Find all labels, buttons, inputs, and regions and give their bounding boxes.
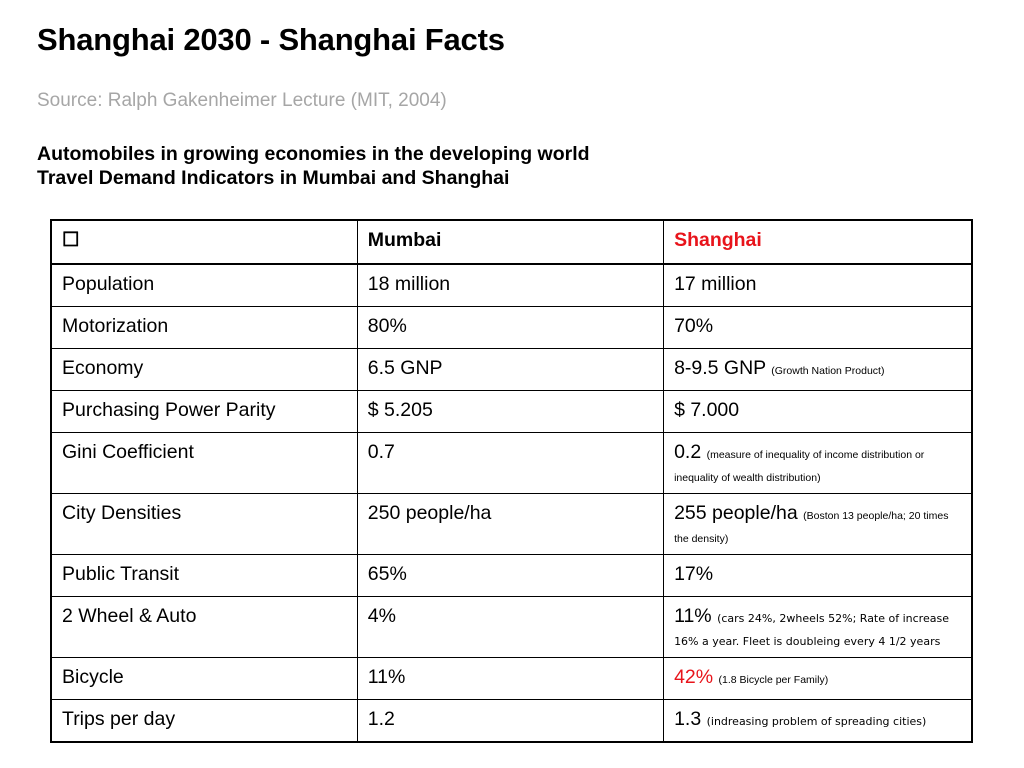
shanghai-value: 70% [663,306,973,349]
row-label: Motorization [50,306,358,349]
row-label: Gini Coefficient [50,432,358,494]
shanghai-main: 255 people/ha [674,502,798,524]
shanghai-note: (Boston 13 people/ha; 20 times the densi… [674,510,949,545]
shanghai-value: 11% (cars 24%, 2wheels 52%; Rate of incr… [663,596,973,658]
table-row: City Densities 250 people/ha 255 people/… [50,493,973,555]
subheading-line-2: Travel Demand Indicators in Mumbai and S… [37,167,510,189]
mumbai-value: 11% [356,657,665,700]
shanghai-main: 1.3 [674,708,702,730]
table-row: Population 18 million 17 million [50,263,973,307]
row-label: Purchasing Power Parity [50,390,358,433]
shanghai-note: (indreasing problem of spreading cities) [706,715,927,728]
shanghai-value: 42% (1.8 Bicycle per Family) [663,657,973,700]
header-mumbai: Mumbai [356,219,665,265]
shanghai-note: (Growth Nation Product) [771,365,885,377]
mumbai-value: 0.7 [356,432,665,494]
table-row: Bicycle 11% 42% (1.8 Bicycle per Family) [50,657,973,700]
shanghai-value: 17 million [663,263,973,307]
table-row: Gini Coefficient 0.7 0.2 (measure of ine… [50,432,973,494]
table-row: Motorization 80% 70% [50,306,973,349]
mumbai-value: 6.5 GNP [356,348,665,391]
mumbai-value: 65% [356,554,665,597]
shanghai-value: 0.2 (measure of inequality of income dis… [663,432,973,494]
mumbai-value: 80% [356,306,665,349]
mumbai-value: $ 5.205 [356,390,665,433]
shanghai-main: 8-9.5 GNP [674,357,766,379]
table-header-row: ☐ Mumbai Shanghai [50,219,973,265]
shanghai-value: 1.3 (indreasing problem of spreading cit… [663,699,973,743]
shanghai-main: 0.2 [674,441,702,463]
shanghai-main: 42% [674,666,714,688]
shanghai-note: (measure of inequality of income distrib… [674,449,925,484]
row-label: Bicycle [50,657,358,700]
mumbai-value: 250 people/ha [356,493,665,555]
subheading: Automobiles in growing economies in the … [37,142,590,190]
indicators-table: ☐ Mumbai Shanghai Population 18 million … [50,219,973,743]
row-label: Trips per day [50,699,358,743]
shanghai-main: 17% [674,563,714,585]
shanghai-main: 11% [674,605,712,627]
subheading-line-1: Automobiles in growing economies in the … [37,143,590,165]
shanghai-note: (cars 24%, 2wheels 52%; Rate of increase… [674,612,949,648]
table-row: Public Transit 65% 17% [50,554,973,597]
mumbai-value: 18 million [356,263,665,307]
shanghai-value: 255 people/ha (Boston 13 people/ha; 20 t… [663,493,973,555]
row-label: 2 Wheel & Auto [50,596,358,658]
shanghai-value: 17% [663,554,973,597]
shanghai-main: 70% [674,315,714,337]
shanghai-value: 8-9.5 GNP (Growth Nation Product) [663,348,973,391]
table-row: Trips per day 1.2 1.3 (indreasing proble… [50,699,973,743]
table-row: Purchasing Power Parity $ 5.205 $ 7.000 [50,390,973,433]
shanghai-note: (1.8 Bicycle per Family) [718,674,829,686]
shanghai-value: $ 7.000 [663,390,973,433]
row-label: Public Transit [50,554,358,597]
header-shanghai: Shanghai [663,219,973,265]
row-label: City Densities [50,493,358,555]
corner-checkbox-icon: ☐ [50,219,358,265]
row-label: Population [50,263,358,307]
shanghai-main: 17 million [674,273,757,295]
page-title: Shanghai 2030 - Shanghai Facts [37,22,505,57]
mumbai-value: 4% [356,596,665,658]
table-row: Economy 6.5 GNP 8-9.5 GNP (Growth Nation… [50,348,973,391]
mumbai-value: 1.2 [356,699,665,743]
row-label: Economy [50,348,358,391]
source-citation: Source: Ralph Gakenheimer Lecture (MIT, … [37,90,447,111]
shanghai-main: $ 7.000 [674,399,740,421]
table-row: 2 Wheel & Auto 4% 11% (cars 24%, 2wheels… [50,596,973,658]
